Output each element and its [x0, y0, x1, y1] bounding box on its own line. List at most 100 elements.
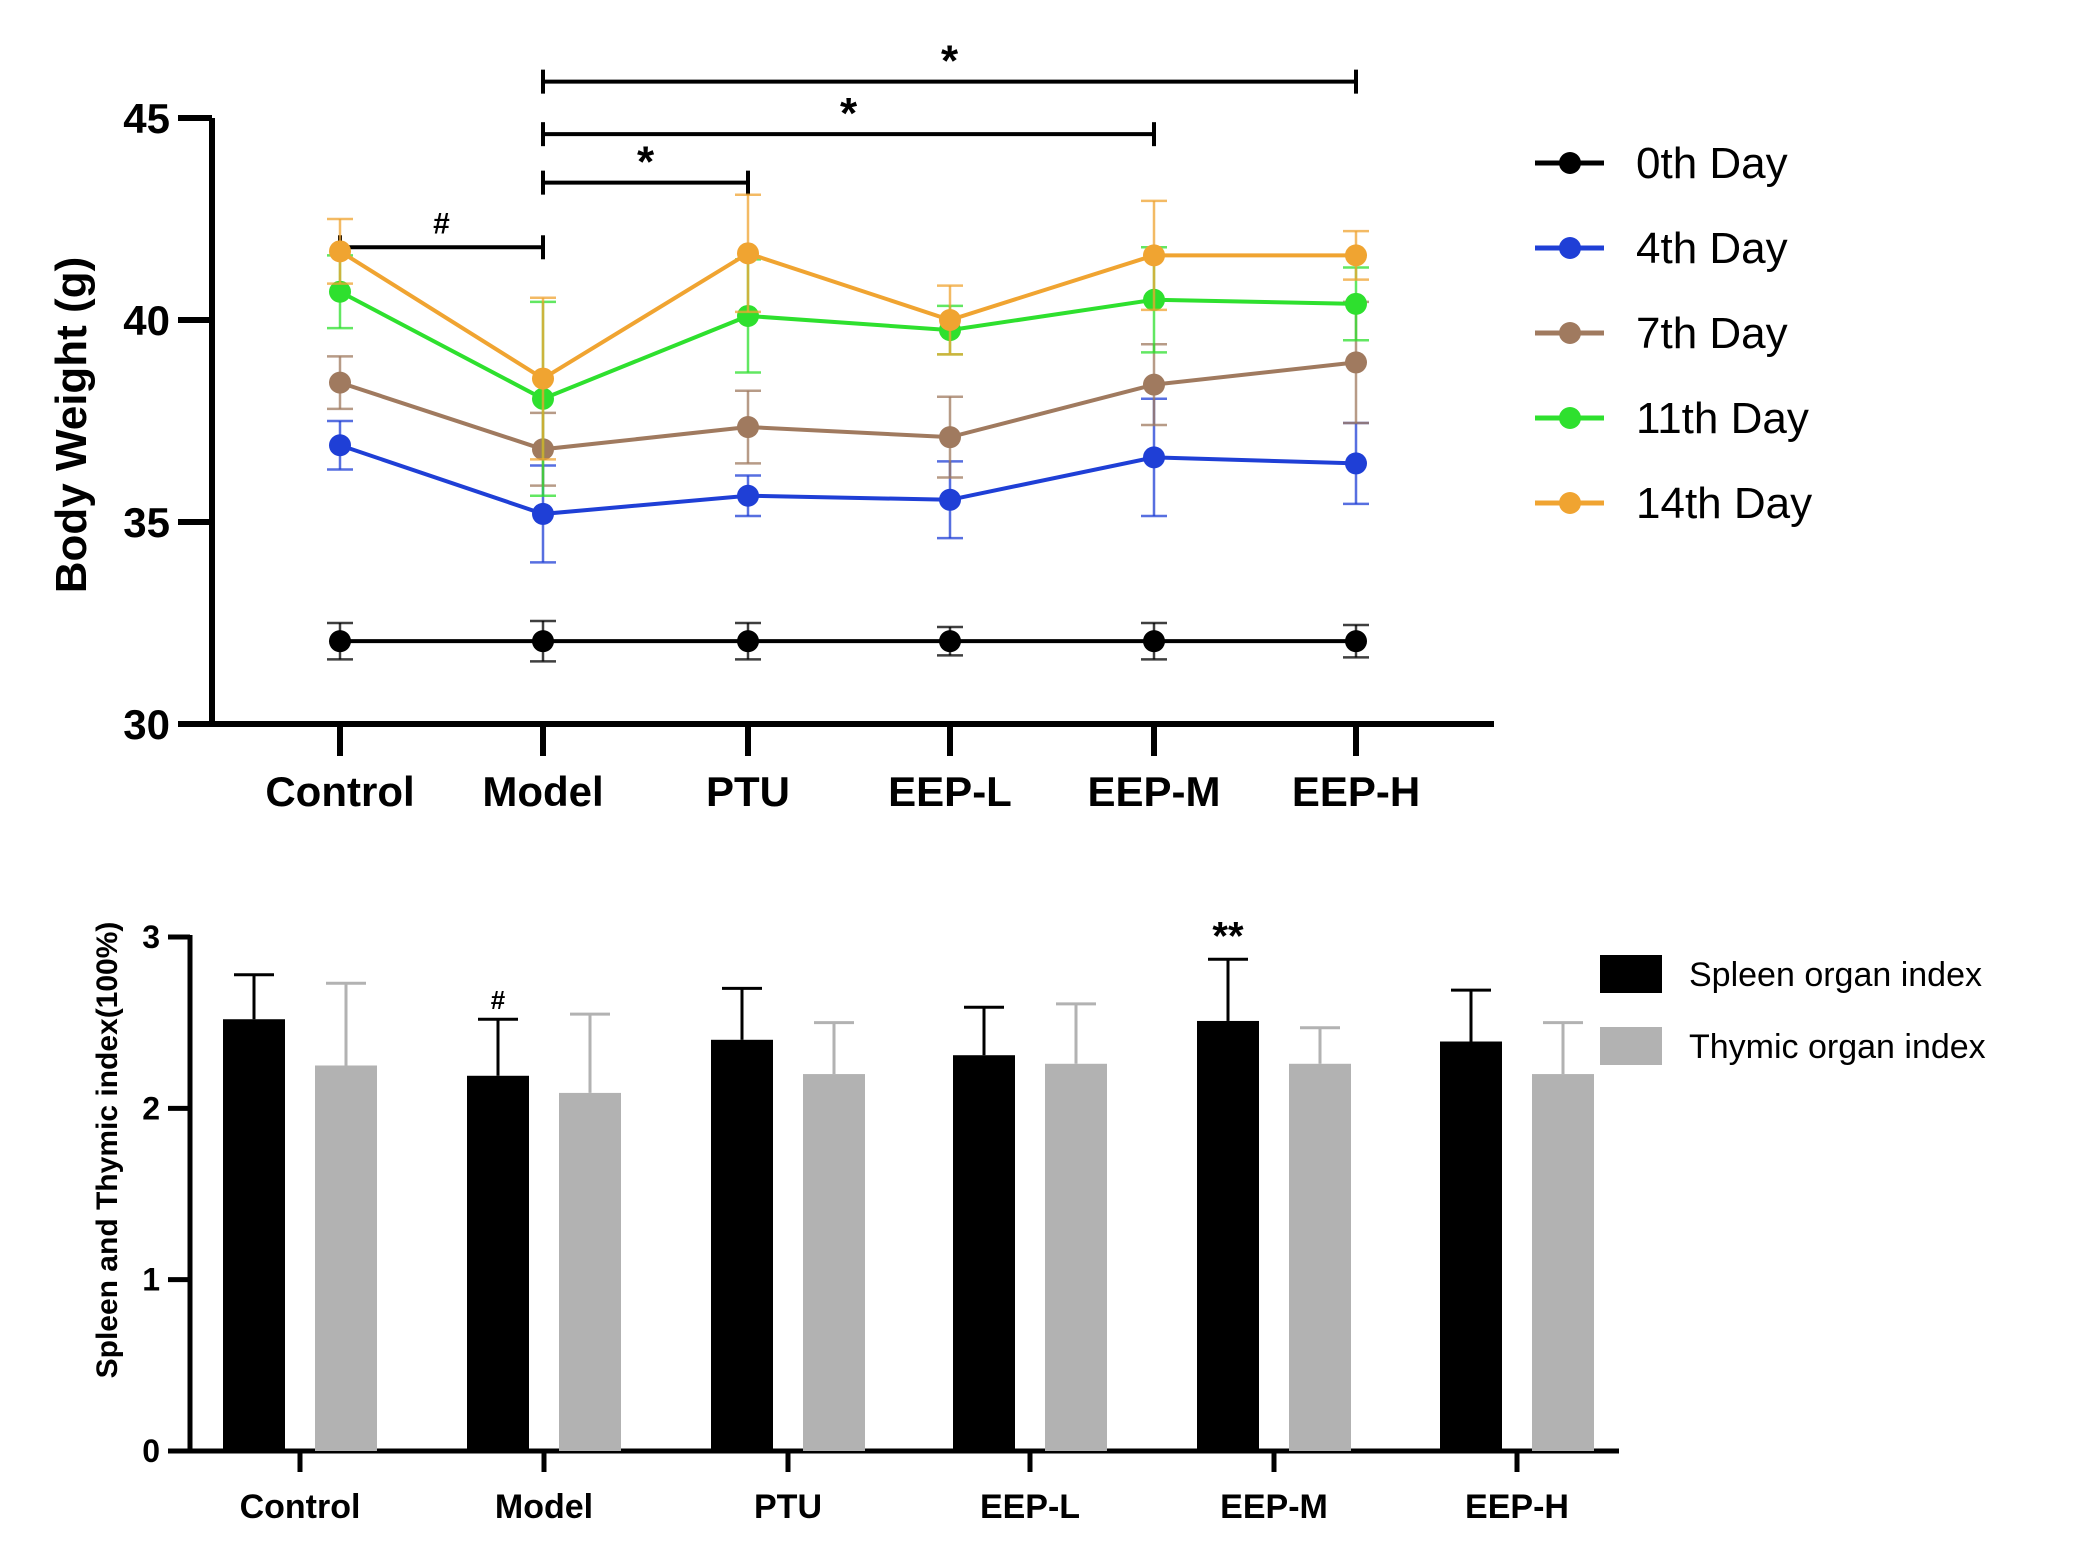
- bar-series-thymic-organ-index: [315, 981, 1594, 1451]
- line-x-tick-label: Control: [265, 768, 414, 815]
- legend-marker: [1559, 492, 1581, 514]
- legend-label: 4th Day: [1636, 224, 1788, 273]
- bar-y-tick-label: 1: [142, 1262, 160, 1298]
- line-series-4th-day: [327, 397, 1369, 564]
- data-point: [737, 484, 759, 507]
- line-x-tick-label: EEP-H: [1292, 768, 1420, 815]
- bar-chart-significance-marks: # **: [491, 914, 1244, 1015]
- data-point: [1143, 373, 1165, 396]
- line-y-tick-label: 30: [123, 701, 170, 748]
- bar-chart-ylabel: Spleen and Thymic index(100%): [91, 922, 124, 1379]
- data-point: [1345, 351, 1367, 374]
- line-y-tick-label: 45: [123, 95, 170, 142]
- data-point: [939, 426, 961, 449]
- legend-label: Thymic organ index: [1689, 1028, 1986, 1066]
- legend-marker: [1559, 322, 1581, 344]
- line-series-0th-day: [327, 619, 1369, 663]
- data-point: [329, 630, 351, 653]
- bar-x-tick-label: EEP-M: [1220, 1488, 1328, 1526]
- line-chart-x-ticks: Control Model PTU EEP-L EEP-M EEP-H: [265, 724, 1420, 815]
- data-point: [939, 309, 961, 331]
- bar: [223, 1019, 285, 1451]
- bar: [1532, 1074, 1594, 1451]
- series-line: [339, 360, 1357, 452]
- significance-label: *: [840, 89, 858, 138]
- organ-index-bar-chart: Spleen and Thymic index(100%) 0 1 2 3 Contr…: [91, 914, 1986, 1526]
- data-point: [1345, 292, 1367, 315]
- significance-label: #: [433, 207, 450, 240]
- legend-label: Spleen organ index: [1689, 956, 1982, 994]
- data-point: [329, 371, 351, 394]
- line-chart-series: [327, 193, 1369, 663]
- significance-label: *: [637, 138, 655, 187]
- line-chart-ylabel: Body Weight (g): [47, 257, 96, 593]
- significance-label: #: [491, 985, 506, 1015]
- data-point: [532, 630, 554, 653]
- bar: [315, 1065, 377, 1451]
- legend-label: 14th Day: [1636, 479, 1812, 528]
- bar: [803, 1074, 865, 1451]
- data-point: [329, 434, 351, 457]
- bar: [1045, 1063, 1107, 1451]
- line-x-tick-label: EEP-L: [888, 768, 1012, 815]
- series-line: [339, 289, 1357, 401]
- data-point: [1143, 630, 1165, 653]
- line-y-tick-label: 40: [123, 297, 170, 344]
- bar-chart-y-ticks: 0 1 2 3: [142, 919, 190, 1469]
- body-weight-line-chart: Body Weight (g) 30 35 40 45 Control Model PTU…: [47, 37, 1812, 815]
- legend-marker: [1559, 407, 1581, 429]
- bar-y-tick-label: 3: [142, 919, 160, 955]
- bar: [1197, 1020, 1259, 1451]
- data-point: [737, 630, 759, 653]
- bar-x-tick-label: PTU: [754, 1488, 822, 1526]
- data-point: [1345, 244, 1367, 267]
- bar-x-tick-label: Model: [495, 1488, 593, 1526]
- data-point: [1345, 630, 1367, 653]
- series-line: [339, 443, 1357, 516]
- data-point: [1143, 446, 1165, 469]
- legend-label: 0th Day: [1636, 139, 1788, 188]
- legend-label: 11th Day: [1636, 394, 1809, 443]
- legend-marker: [1559, 237, 1581, 259]
- series-line: [338, 249, 1356, 381]
- line-x-tick-label: Model: [482, 768, 603, 815]
- significance-label: **: [1212, 914, 1244, 958]
- data-point: [532, 367, 554, 390]
- data-point: [1143, 244, 1165, 267]
- bar: [467, 1075, 529, 1451]
- bar-chart-x-ticks: Control Model PTU EEP-L EEP-M EEP-H: [240, 1451, 1569, 1526]
- legend-swatch: [1600, 955, 1662, 993]
- bar: [559, 1092, 621, 1451]
- line-chart-y-ticks: 30 35 40 45: [123, 95, 212, 748]
- bar-y-tick-label: 0: [142, 1433, 160, 1469]
- data-point: [532, 502, 554, 525]
- data-point: [737, 304, 759, 327]
- bar-chart-legend: Spleen organ index Thymic organ index: [1600, 955, 1986, 1066]
- data-point: [939, 488, 961, 511]
- line-x-tick-label: EEP-M: [1087, 768, 1220, 815]
- data-point: [737, 242, 759, 265]
- data-point: [329, 240, 351, 263]
- data-point: [329, 280, 351, 303]
- bar-x-tick-label: EEP-H: [1465, 1488, 1569, 1526]
- legend-swatch: [1600, 1027, 1662, 1065]
- bar-series-spleen-organ-index: [223, 957, 1502, 1451]
- data-point: [737, 416, 759, 439]
- line-chart-legend: 0th Day 4th Day 7th Day 11th Day 14th Day: [1535, 139, 1812, 528]
- legend-label: 7th Day: [1636, 309, 1788, 358]
- bar: [1289, 1063, 1351, 1451]
- data-point: [1345, 452, 1367, 475]
- bar-x-tick-label: Control: [240, 1488, 361, 1526]
- bar: [711, 1039, 773, 1451]
- bar-chart-series: [223, 957, 1594, 1451]
- bar: [953, 1055, 1015, 1451]
- significance-label: *: [941, 37, 959, 86]
- line-chart-significance-brackets: # * * *: [338, 37, 1358, 260]
- legend-marker: [1559, 152, 1581, 174]
- bar-y-tick-label: 2: [142, 1090, 160, 1126]
- bar-x-tick-label: EEP-L: [980, 1488, 1080, 1526]
- line-x-tick-label: PTU: [706, 768, 790, 815]
- data-point: [939, 630, 961, 653]
- line-y-tick-label: 35: [123, 499, 170, 546]
